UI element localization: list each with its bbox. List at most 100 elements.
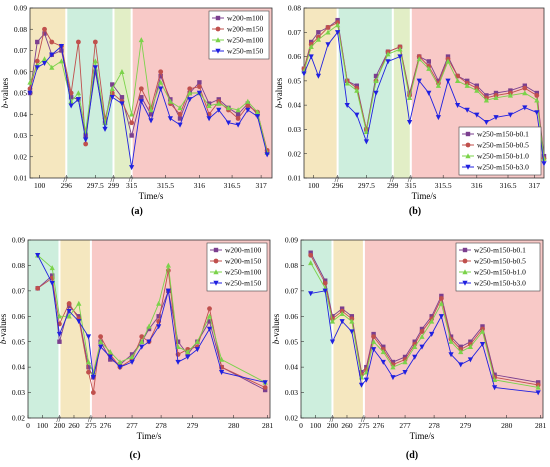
data-point	[426, 90, 432, 96]
y-tick-label: 0.09	[12, 236, 25, 245]
data-point	[109, 85, 115, 91]
x-tick-label: 260	[68, 421, 80, 430]
data-point	[41, 61, 48, 67]
data-point	[381, 344, 386, 349]
x-tick-label: 277	[399, 421, 411, 430]
x-tick-label: 276	[373, 421, 385, 430]
data-point	[390, 359, 396, 365]
y-tick-label: 0.04	[288, 101, 301, 110]
data-point	[119, 68, 125, 74]
y-axis-label: b-values	[274, 77, 284, 108]
x-tick-label: 315.5	[157, 181, 174, 190]
legend-swatch-marker	[213, 269, 219, 275]
chart-panel-3: // // 0.02 0.03 0.04 0.05 0.06 0.07 0.08 0.09 0 100…	[0, 236, 273, 461]
axis-break-mark: //	[88, 415, 93, 424]
data-point	[416, 78, 422, 84]
x-tick-label: 315	[126, 181, 138, 190]
legend-swatch-marker	[462, 258, 468, 264]
legend-entry: w200-m100	[225, 246, 261, 255]
data-point	[98, 334, 103, 340]
data-point	[483, 119, 489, 125]
data-point	[158, 69, 164, 75]
panel-label: (d)	[406, 450, 418, 461]
data-point	[492, 377, 498, 383]
data-point	[68, 98, 74, 104]
data-point	[435, 115, 441, 121]
data-point	[419, 326, 425, 332]
x-tick-label: 0	[299, 421, 303, 430]
data-point	[507, 92, 513, 98]
data-point	[483, 97, 489, 103]
data-point	[225, 120, 232, 126]
data-point	[216, 107, 222, 113]
y-axis-label-text: -values	[0, 77, 10, 103]
data-point	[402, 359, 408, 365]
x-tick-label: 315	[405, 181, 417, 190]
data-point	[380, 359, 386, 365]
y-tick-label: 0.03	[288, 125, 301, 134]
data-point	[371, 331, 376, 337]
y-axis-label: b-values	[0, 77, 10, 108]
x-tick-label: 100	[37, 421, 49, 430]
data-point	[534, 93, 540, 98]
plot-frame	[300, 239, 544, 419]
legend-swatch-marker	[215, 26, 221, 32]
x-tick-label: 299	[387, 181, 399, 190]
data-point	[455, 73, 460, 79]
data-point	[541, 161, 547, 167]
x-axis-label: Time/s	[410, 431, 435, 441]
data-point	[339, 319, 345, 325]
data-point	[349, 314, 355, 319]
data-point	[85, 359, 92, 365]
data-point	[68, 103, 74, 109]
data-point	[397, 54, 403, 60]
data-point	[165, 262, 171, 268]
data-point	[49, 281, 55, 287]
legend: w250-m150-b0.1 w250-m150-b0.5 w250-m150-b1…	[458, 126, 542, 176]
data-point	[436, 78, 441, 84]
data-point	[102, 126, 108, 132]
data-point	[407, 119, 413, 125]
x-tick-label: 275	[85, 421, 97, 430]
data-point	[448, 334, 454, 339]
data-point	[508, 88, 513, 93]
data-point	[480, 324, 485, 329]
x-tick-label: 297.5	[358, 181, 375, 190]
background-band	[304, 8, 338, 178]
data-point	[119, 101, 125, 107]
data-point	[464, 107, 470, 113]
data-point	[175, 344, 181, 349]
data-point	[330, 314, 335, 319]
data-point	[148, 112, 154, 117]
data-point	[146, 326, 152, 332]
data-point	[56, 331, 63, 337]
data-point	[438, 300, 444, 306]
data-point	[219, 356, 225, 362]
data-point	[75, 97, 81, 103]
series-w250-m150-b0.1	[308, 250, 541, 385]
data-point	[177, 105, 183, 111]
legend-swatch-marker	[465, 142, 471, 148]
x-tick-label: 200	[327, 421, 339, 430]
data-point	[339, 310, 345, 316]
x-tick-label: 277	[126, 421, 138, 430]
x-tick-label: 316.5	[500, 181, 517, 190]
x-tick-label: 100	[34, 181, 46, 190]
legend-entry: w200-m100	[227, 14, 263, 23]
legend-swatch-marker	[465, 153, 471, 159]
data-point	[344, 80, 350, 86]
y-axis-label-text: -values	[0, 313, 8, 339]
data-point	[474, 83, 479, 88]
legend-entry: w250-m150-b0.5	[477, 141, 529, 150]
data-point	[419, 344, 425, 350]
data-point	[42, 26, 47, 32]
x-tick-label: 296	[61, 181, 73, 190]
data-point	[329, 339, 336, 345]
x-tick-label: 200	[54, 421, 66, 430]
legend-swatch-marker	[215, 15, 221, 21]
data-point	[41, 56, 48, 62]
data-point	[344, 102, 350, 108]
x-tick-label: 280	[228, 421, 240, 430]
data-point	[474, 87, 480, 93]
